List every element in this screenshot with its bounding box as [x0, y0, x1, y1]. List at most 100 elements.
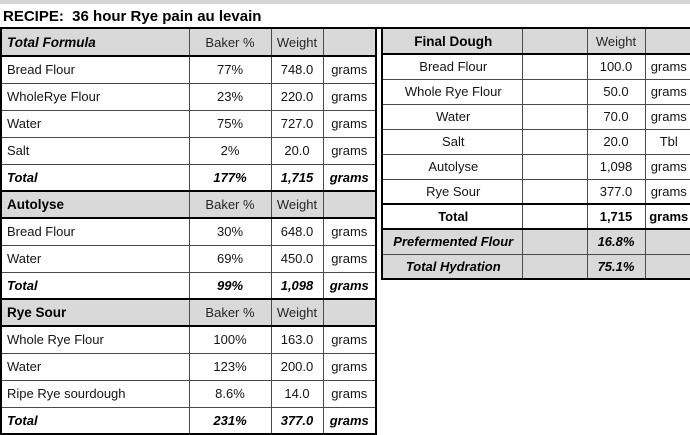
section-title: Rye Sour — [0, 298, 190, 327]
unit-header — [322, 29, 377, 57]
empty-cell — [521, 53, 588, 80]
section-title: Final Dough — [381, 29, 523, 55]
unit-cell: grams — [322, 325, 377, 354]
table-row: WholeRye Flour 23% 220.0 grams — [0, 82, 377, 111]
baker-pct-cell: 123% — [188, 352, 272, 381]
unit-cell: grams — [644, 153, 690, 180]
total-formula-table: Total Formula Baker % Weight Bread Flour… — [0, 29, 377, 435]
ingredient-cell: Water — [0, 244, 190, 273]
baker-pct-cell: 23% — [188, 82, 272, 111]
table-row: Autolyse 1,098 grams — [381, 153, 690, 180]
ingredient-cell: Whole Rye Flour — [381, 78, 523, 105]
baker-pct-cell: 177% — [188, 163, 272, 192]
table-row: Bread Flour 77% 748.0 grams — [0, 55, 377, 84]
weight-cell: 14.0 — [270, 379, 324, 408]
summary-label: Prefermented Flour — [381, 228, 523, 255]
unit-cell: grams — [322, 163, 377, 192]
unit-cell: grams — [644, 78, 690, 105]
weight-cell: 70.0 — [586, 103, 646, 130]
unit-cell: grams — [644, 53, 690, 80]
unit-cell: grams — [644, 178, 690, 205]
summary-value: 75.1% — [586, 253, 646, 280]
baker-pct-cell: 69% — [188, 244, 272, 273]
section-header-autolyse: Autolyse Baker % Weight — [0, 190, 377, 219]
baker-pct-cell: 231% — [188, 406, 272, 435]
table-row: Salt 20.0 Tbl — [381, 128, 690, 155]
section-title: Autolyse — [0, 190, 190, 219]
top-gridline — [0, 0, 690, 4]
unit-header — [322, 298, 377, 327]
baker-pct-cell: 77% — [188, 55, 272, 84]
ingredient-cell: Water — [381, 103, 523, 130]
unit-cell: grams — [322, 379, 377, 408]
section-header-total-formula: Total Formula Baker % Weight — [0, 29, 377, 57]
unit-cell: grams — [322, 82, 377, 111]
table-row: Ripe Rye sourdough 8.6% 14.0 grams — [0, 379, 377, 408]
ingredient-cell: WholeRye Flour — [0, 82, 190, 111]
ingredient-cell: Ripe Rye sourdough — [0, 379, 190, 408]
empty-cell — [521, 78, 588, 105]
final-dough-table: Final Dough Weight Bread Flour 100.0 gra… — [381, 29, 690, 280]
unit-cell: grams — [644, 203, 690, 230]
weight-header: Weight — [270, 29, 324, 57]
table-row: Water 70.0 grams — [381, 103, 690, 130]
weight-cell: 377.0 — [270, 406, 324, 435]
empty-cell — [521, 253, 588, 280]
empty-cell — [521, 228, 588, 255]
baker-pct-cell: 8.6% — [188, 379, 272, 408]
weight-cell: 450.0 — [270, 244, 324, 273]
baker-pct-header: Baker % — [188, 298, 272, 327]
prefermented-flour-row: Prefermented Flour 16.8% — [381, 228, 690, 255]
unit-cell: grams — [322, 217, 377, 246]
empty-cell — [644, 253, 690, 280]
table-row: Whole Rye Flour 50.0 grams — [381, 78, 690, 105]
summary-label: Total Hydration — [381, 253, 523, 280]
weight-cell: 377.0 — [586, 178, 646, 205]
unit-cell: grams — [322, 352, 377, 381]
baker-pct-header: Baker % — [188, 190, 272, 219]
ingredient-cell: Water — [0, 109, 190, 138]
summary-value: 16.8% — [586, 228, 646, 255]
unit-header — [644, 29, 690, 55]
section-header-final-dough: Final Dough Weight — [381, 29, 690, 55]
table-row: Bread Flour 100.0 grams — [381, 53, 690, 80]
table-row: Water 75% 727.0 grams — [0, 109, 377, 138]
weight-cell: 20.0 — [586, 128, 646, 155]
ingredient-cell: Whole Rye Flour — [0, 325, 190, 354]
table-row: Bread Flour 30% 648.0 grams — [0, 217, 377, 246]
table-row: Whole Rye Flour 100% 163.0 grams — [0, 325, 377, 354]
weight-cell: 727.0 — [270, 109, 324, 138]
empty-cell — [521, 203, 588, 230]
weight-cell: 1,715 — [586, 203, 646, 230]
unit-cell: grams — [322, 55, 377, 84]
baker-pct-cell: 2% — [188, 136, 272, 165]
weight-cell: 648.0 — [270, 217, 324, 246]
weight-cell: 748.0 — [270, 55, 324, 84]
recipe-title: RECIPE: 36 hour Rye pain au levain — [0, 4, 690, 29]
baker-pct-cell: 99% — [188, 271, 272, 300]
total-label: Total — [381, 203, 523, 230]
unit-cell: grams — [322, 136, 377, 165]
ingredient-cell: Salt — [381, 128, 523, 155]
empty-cell — [521, 103, 588, 130]
unit-cell: grams — [322, 271, 377, 300]
weight-cell: 1,098 — [270, 271, 324, 300]
weight-cell: 163.0 — [270, 325, 324, 354]
baker-pct-cell: 100% — [188, 325, 272, 354]
total-row: Total 177% 1,715 grams — [0, 163, 377, 192]
total-hydration-row: Total Hydration 75.1% — [381, 253, 690, 280]
total-row: Total 231% 377.0 grams — [0, 406, 377, 435]
ingredient-cell: Water — [0, 352, 190, 381]
weight-cell: 1,098 — [586, 153, 646, 180]
table-row: Rye Sour 377.0 grams — [381, 178, 690, 205]
total-label: Total — [0, 406, 190, 435]
weight-cell: 1,715 — [270, 163, 324, 192]
ingredient-cell: Bread Flour — [0, 55, 190, 84]
weight-cell: 20.0 — [270, 136, 324, 165]
empty-cell — [521, 153, 588, 180]
baker-pct-cell: 75% — [188, 109, 272, 138]
section-header-rye-sour: Rye Sour Baker % Weight — [0, 298, 377, 327]
weight-cell: 220.0 — [270, 82, 324, 111]
empty-cell — [521, 128, 588, 155]
empty-cell — [521, 178, 588, 205]
